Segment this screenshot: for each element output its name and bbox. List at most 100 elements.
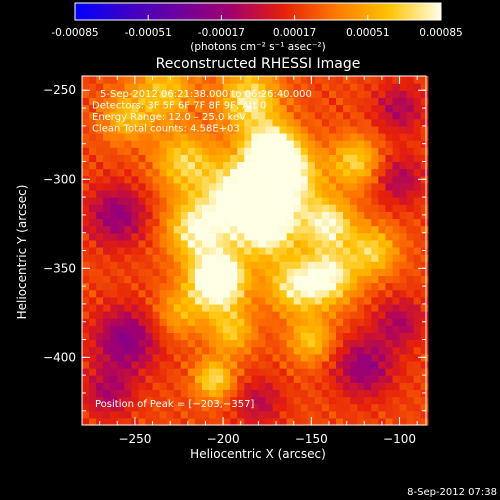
heatmap-cell [173,368,182,376]
heatmap-cell [286,118,295,127]
heatmap-cell [300,382,309,390]
heatmap-cell [124,83,132,91]
heatmap-cell [194,389,203,398]
heatmap-cell [286,76,295,84]
heatmap-cell [180,396,189,405]
heatmap-cell [314,132,323,141]
heatmap-cell [145,261,154,269]
heatmap-cell [272,403,281,412]
heatmap-cell [272,282,281,291]
heatmap-cell [173,360,182,369]
heatmap-cell [420,132,429,141]
heatmap-cell [209,275,217,284]
heatmap-cell [406,360,415,369]
heatmap-cell [321,403,330,412]
heatmap-cell [194,125,203,134]
heatmap-cell [364,303,372,312]
heatmap-cell [314,417,323,426]
heatmap-cell [124,382,132,390]
heatmap-cell [166,218,175,227]
heatmap-cell [413,204,422,212]
heatmap-cell [131,254,140,262]
heatmap-cell [230,261,238,269]
heatmap-cell [152,147,161,155]
heatmap-cell [371,189,379,198]
heatmap-cell [251,140,260,148]
heatmap-cell [159,332,168,341]
x-axis-ticks: −250 −200 −150 −100 [99,76,418,446]
heatmap-cell [82,111,90,120]
heatmap-cell [124,410,132,419]
heatmap-cell [89,132,97,141]
heatmap-cell [230,389,238,398]
heatmap-cell [89,353,97,362]
heatmap-cell [286,239,295,248]
heatmap-cell [413,339,422,348]
heatmap-cell [258,83,267,91]
heatmap-cell [103,311,111,319]
heatmap-cell [399,147,408,155]
heatmap-cell [343,83,351,91]
heatmap-cell [237,318,245,326]
heatmap-cell [223,232,231,241]
heatmap-cell [230,104,238,113]
heatmap-cell [413,360,422,369]
heatmap-cell [293,161,302,170]
heatmap-cell [286,339,295,348]
heatmap-cell [314,76,323,84]
heatmap-cell [307,204,316,212]
heatmap-cell [336,154,344,163]
heatmap-cell [201,182,210,191]
heatmap-cell [216,154,224,163]
heatmap-cell [117,97,125,106]
heatmap-cell [216,97,224,106]
heatmap-cell [166,204,175,212]
heatmap-cell [110,182,118,191]
heatmap-cell [124,389,132,398]
heatmap-cell [244,132,252,141]
heatmap-cell [82,225,90,234]
heatmap-cell [392,346,401,355]
heatmap-cell [159,303,168,312]
heatmap-cell [300,268,309,277]
heatmap-cell [286,189,295,198]
heatmap-cell [209,132,217,141]
heatmap-cell [258,175,267,184]
heatmap-cell [138,182,147,191]
heatmap-cell [307,346,316,355]
heatmap-cell [166,140,175,148]
heatmap-cell [166,246,175,255]
heatmap-cell [180,332,189,341]
heatmap-cell [216,197,224,205]
heatmap-cell [173,332,182,341]
heatmap-cell [131,118,140,127]
heatmap-cell [279,154,288,163]
heatmap-cell [293,318,302,326]
heatmap-cell [173,97,182,106]
heatmap-cell [187,375,196,383]
heatmap-cell [187,175,196,184]
heatmap-cell [413,282,422,291]
heatmap-cell [230,132,238,141]
heatmap-cell [152,232,161,241]
heatmap-cell [321,147,330,155]
heatmap-cell [152,104,161,113]
heatmap-cell [96,289,104,298]
heatmap-cell [103,189,111,198]
heatmap-cell [307,239,316,248]
heatmap-cell [173,318,182,326]
heatmap-cell [251,403,260,412]
heatmap-cell [265,375,274,383]
heatmap-cell [272,275,281,284]
heatmap-cell [392,268,401,277]
heatmap-cell [385,375,394,383]
heatmap-cell [286,289,295,298]
heatmap-cell [378,125,387,134]
heatmap-cell [117,104,125,113]
x-axis-label: Heliocentric X (arcsec) [190,447,326,461]
heatmap-cell [138,111,147,120]
heatmap-cell [152,382,161,390]
heatmap-cell [152,175,161,184]
heatmap-cell [300,396,309,405]
heatmap-cell [230,189,238,198]
